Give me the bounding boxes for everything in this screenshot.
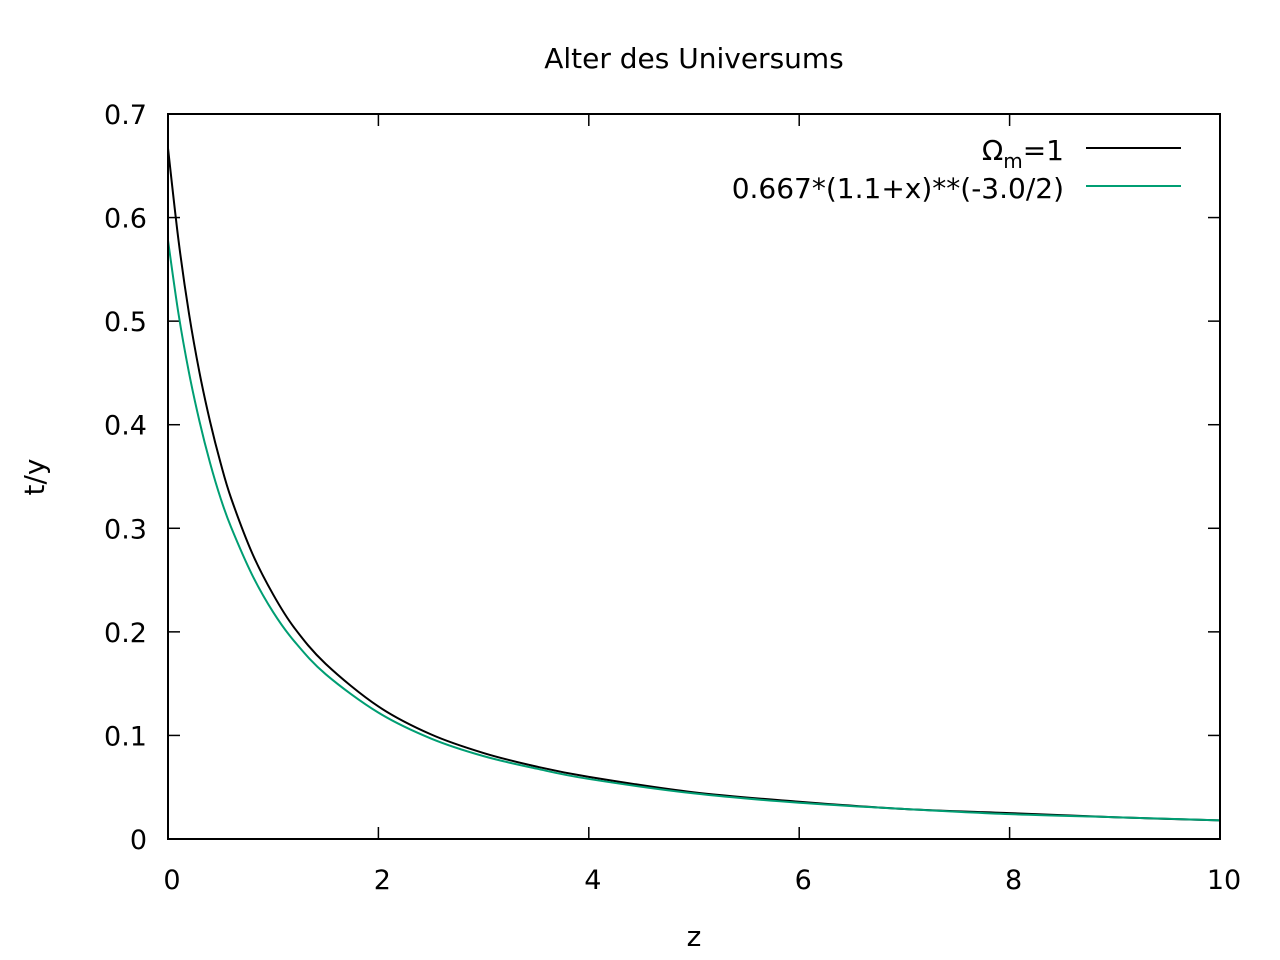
y-tick-label: 0.2: [104, 618, 147, 649]
chart-title: Alter des Universums: [544, 42, 844, 75]
y-tick-label: 0.7: [104, 100, 147, 131]
series-line-omega: [167, 148, 1221, 822]
plot-area: 0 2 4 6 8 10 0 0.1 0.2 0.3 0.4 0.5 0.6 0.7: [104, 100, 1241, 896]
x-tick-label: 10: [1207, 865, 1241, 896]
y-tick-label: 0: [130, 825, 147, 856]
legend: Ωm=1 0.667*(1.1+x)**(-3.0/2): [732, 134, 1181, 205]
y-tick-label: 0.6: [104, 204, 147, 235]
legend-label-omega-main: Ω: [982, 134, 1003, 167]
x-tick-label: 4: [584, 865, 601, 896]
x-tick-label: 6: [795, 865, 812, 896]
legend-label-fit: 0.667*(1.1+x)**(-3.0/2): [732, 172, 1064, 205]
series-line-fit: [167, 240, 1221, 822]
y-tick-label: 0.4: [104, 411, 147, 442]
x-axis-label: z: [687, 920, 702, 953]
x-tick-label: 8: [1005, 865, 1022, 896]
y-tick-label: 0.1: [104, 721, 147, 752]
x-tick-label: 0: [163, 865, 180, 896]
plot-frame: [167, 113, 1221, 840]
legend-label-omega-tail: =1: [1023, 134, 1064, 167]
legend-label-omega: Ωm=1: [982, 134, 1064, 173]
y-tick-label: 0.5: [104, 307, 147, 338]
y-tick-label: 0.3: [104, 514, 147, 545]
legend-label-omega-sub: m: [1003, 149, 1022, 173]
y-axis-label: t/y: [18, 459, 51, 496]
x-tick-label: 2: [374, 865, 391, 896]
